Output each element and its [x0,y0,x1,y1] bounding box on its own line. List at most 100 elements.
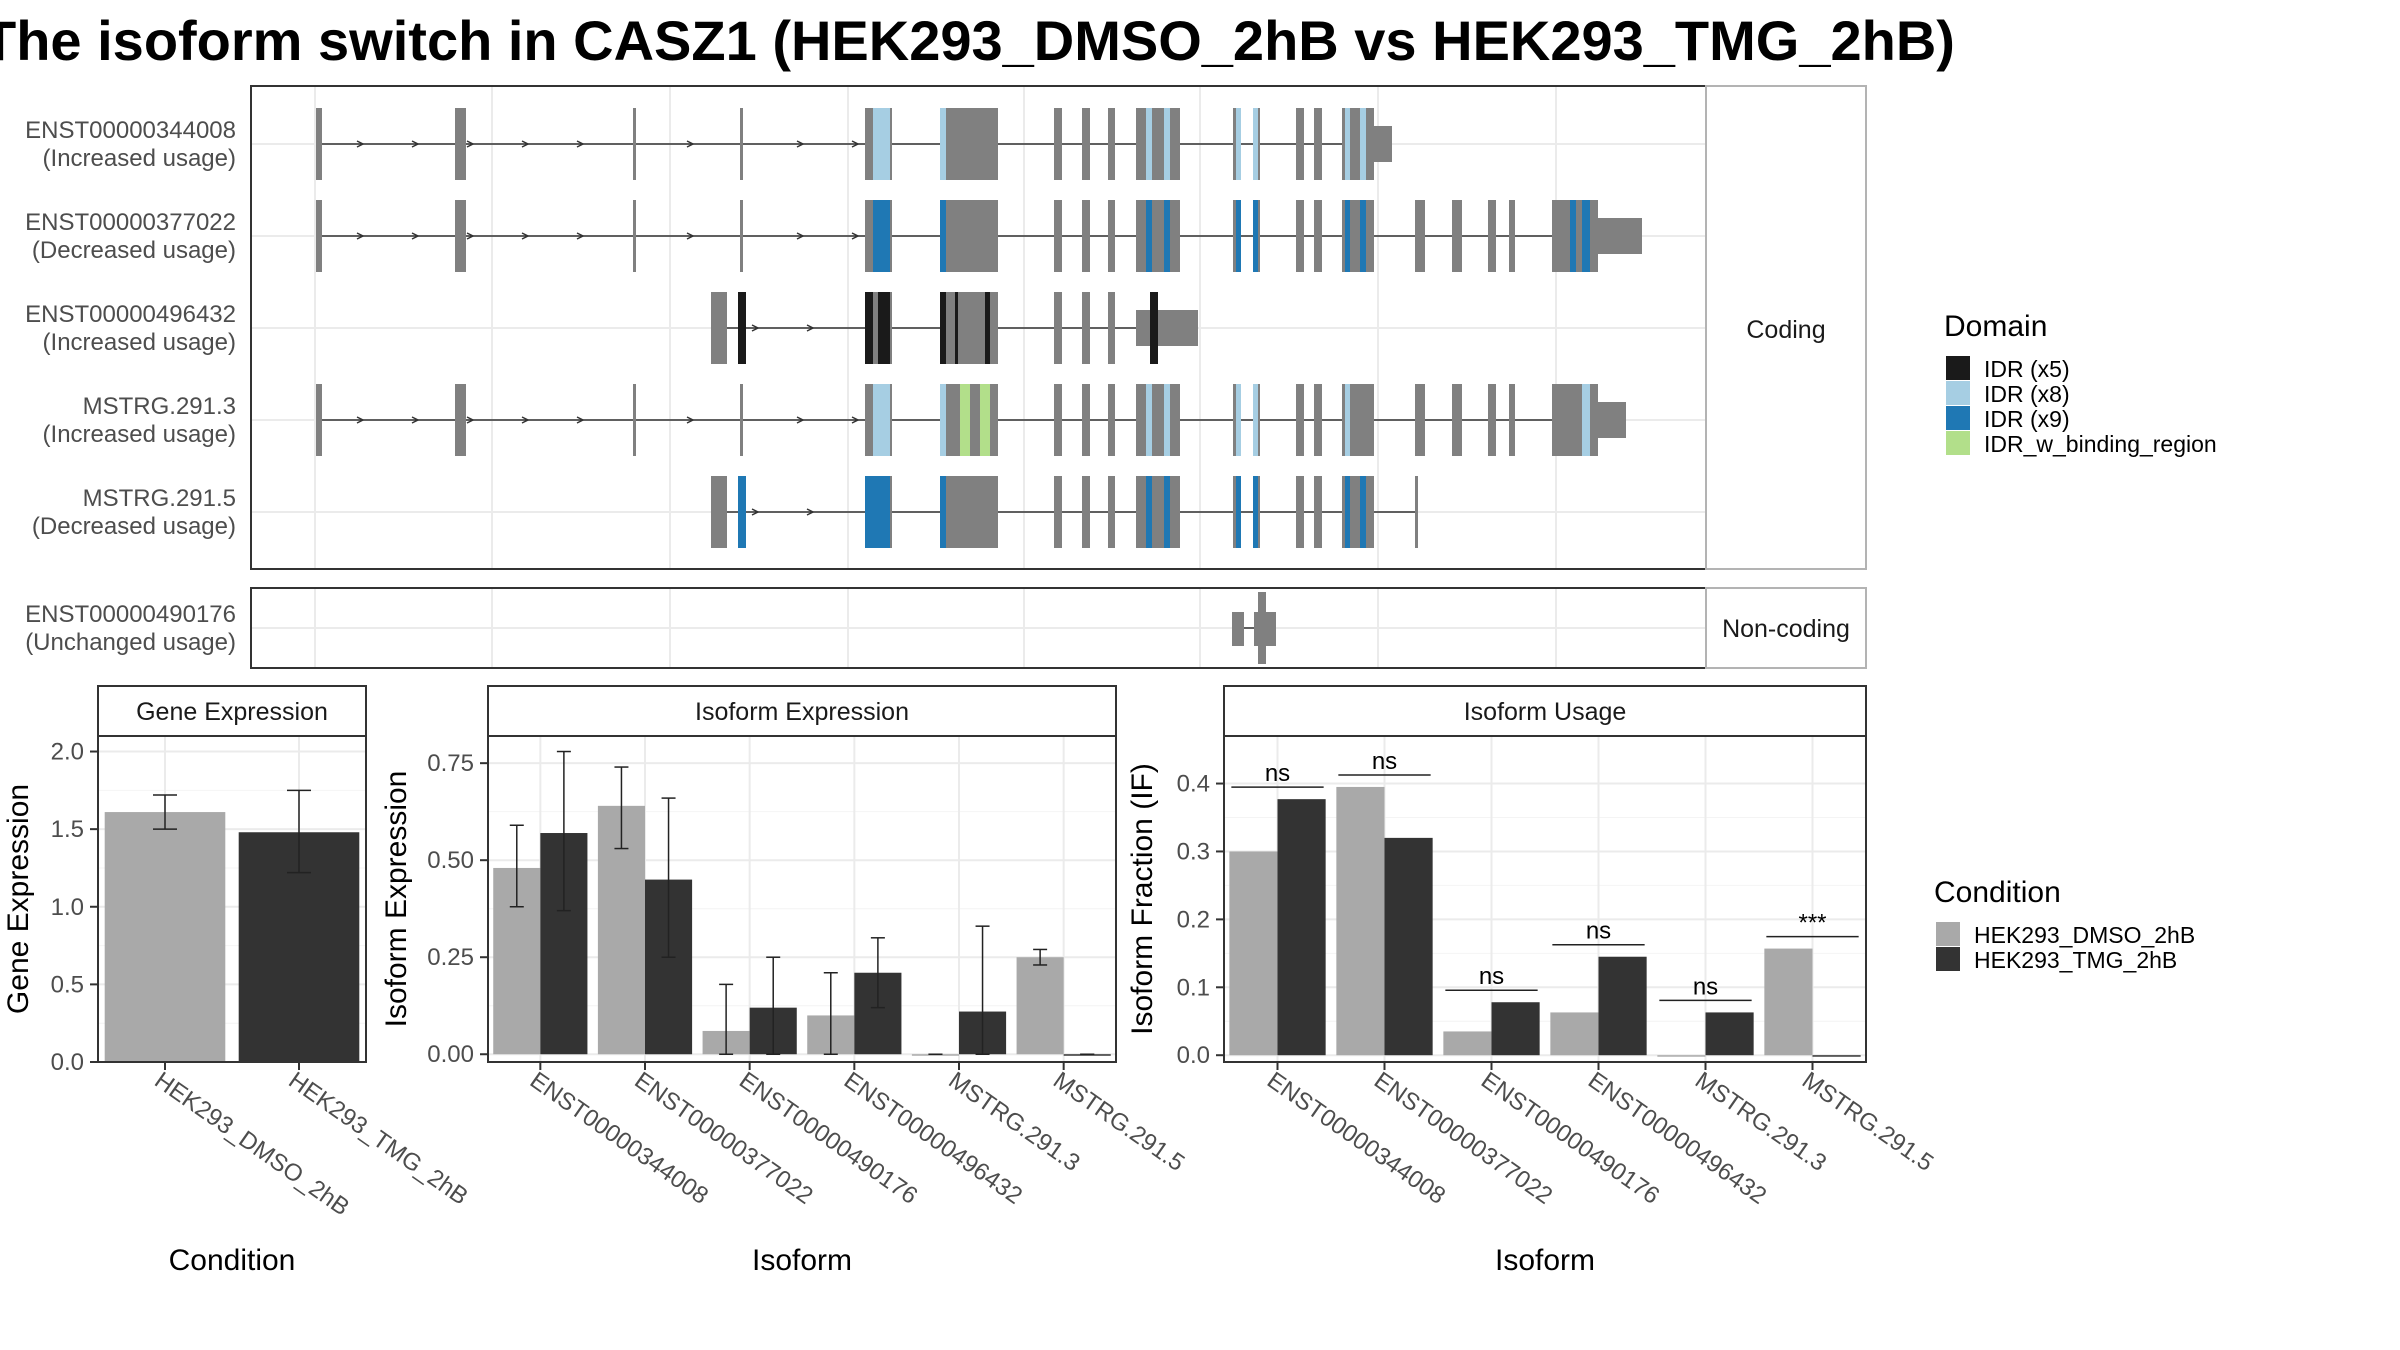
domain-region [1146,200,1152,272]
y-tick-label: 0.3 [1177,838,1210,865]
bar [1491,1002,1540,1056]
y-axis-title: Gene Expression [2,784,35,1014]
exon [1509,384,1515,456]
x-axis-title: Isoform [752,1244,852,1277]
strand-arrow [851,416,860,424]
transcript-usage-label: (Unchanged usage) [25,629,236,656]
strand-arrow [466,140,475,148]
domain-region [955,292,958,364]
x-tick-label: ENST00000496432 [839,1067,1027,1210]
transcript-id-label: MSTRG.291.3 [83,393,236,420]
exon [940,200,998,272]
y-tick-label: 0.00 [427,1041,474,1068]
domain-region [940,476,946,548]
exon [1598,218,1642,254]
transcript-usage-label: (Increased usage) [43,329,236,356]
bar [1598,956,1647,1056]
domain-region [1150,292,1158,364]
strand-arrow [411,416,420,424]
exon [1296,384,1304,456]
exon [1314,200,1322,272]
domain-legend-swatch [1946,431,1970,455]
x-tick-label: ENST00000344008 [525,1067,713,1210]
coding-strip [1705,85,1867,570]
exon [633,200,636,272]
y-tick-label: 2.0 [51,739,84,766]
exon [455,384,466,456]
strand-arrow [411,140,420,148]
domain-region [1146,476,1152,548]
exon [1082,384,1090,456]
bar [1277,799,1326,1056]
domain-region [1360,476,1366,548]
strand-arrow [466,232,475,240]
exon [633,108,636,180]
domain-region [878,292,890,364]
domain-region [1345,200,1350,272]
bar [1764,948,1813,1056]
bar [1229,851,1278,1056]
domain-region [1236,108,1241,180]
strand-arrow [521,140,530,148]
significance-label: ns [1265,760,1290,787]
transcript-usage-label: (Decreased usage) [32,237,236,264]
plot-background [1224,736,1866,1062]
domain-legend-swatch [1946,406,1970,430]
strand-arrow [521,232,530,240]
transcript-2 [711,292,1198,364]
strand-arrow [806,324,815,332]
y-tick-label: 0.0 [51,1049,84,1076]
strand-arrow [466,416,475,424]
bar [1657,1055,1706,1057]
domain-legend-label: IDR (x5) [1984,356,2070,382]
exon [1082,108,1090,180]
domain-region [873,108,890,180]
y-tick-label: 0.75 [427,750,474,777]
exon [1136,384,1180,456]
exon [1488,384,1496,456]
exon [1054,292,1062,364]
panel-title: Isoform Usage [1464,698,1627,726]
exon [1452,384,1462,456]
coding-strip-label: Coding [1746,316,1825,344]
transcript-id-label: ENST00000490176 [25,601,236,628]
significance-label: ns [1479,963,1504,990]
strand-arrow [576,140,585,148]
x-axis-title: Isoform [1495,1244,1595,1277]
exon [1054,384,1062,456]
panel-strip [1223,685,1867,737]
strand-arrow [576,232,585,240]
domain-legend-swatch [1946,381,1970,405]
exon [1108,384,1115,456]
exon [1415,384,1425,456]
domain-region [940,384,946,456]
strand-arrow [806,508,815,516]
x-tick-label: ENST00000496432 [1583,1067,1771,1210]
bar [1016,957,1064,1055]
chart-panel-1: Gene Expression0.00.51.01.52.0HEK293_DMS… [2,685,473,1277]
exon [1415,476,1418,548]
domain-region [1253,108,1258,180]
chart-panel-3: ns ns ns ns ns *** Isoform Usage 0.0 0.1 0.2 0.3 0.… [1126,685,1938,1277]
plot-background [488,736,1116,1062]
noncoding-strip-label: Non-coding [1722,615,1850,643]
panel-title: Isoform Expression [695,698,909,726]
transcript-id-label: MSTRG.291.5 [83,485,236,512]
strand-arrow [796,416,805,424]
domain-region [1582,384,1590,456]
exon [740,384,743,456]
panel-title: Gene Expression [136,698,328,726]
exon [1082,200,1090,272]
exon [1054,200,1062,272]
transcript-usage-label: (Increased usage) [43,421,236,448]
bar [1705,1012,1754,1056]
exon [1054,108,1062,180]
domain-region [1236,200,1241,272]
transcript-3 [316,384,1626,456]
y-axis-title: Isoform Fraction (IF) [1126,763,1159,1035]
exon [1509,200,1515,272]
exon [1108,200,1115,272]
exon [1136,200,1180,272]
panel-strip [97,685,367,737]
domain-region [1360,200,1366,272]
